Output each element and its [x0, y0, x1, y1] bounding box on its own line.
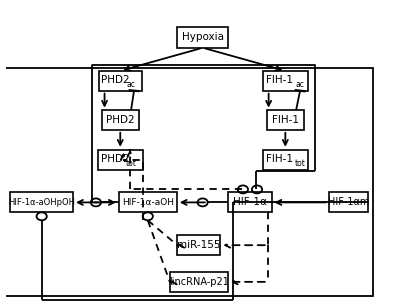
Bar	[98, 150, 143, 169]
Text: tot: tot	[126, 159, 137, 168]
Text: HIF-1α: HIF-1α	[233, 197, 267, 208]
Bar	[267, 110, 304, 130]
Bar	[102, 110, 139, 130]
Bar	[10, 192, 73, 212]
Text: tot: tot	[295, 159, 306, 168]
Text: PHD2: PHD2	[101, 75, 130, 85]
Bar	[228, 192, 272, 212]
Bar	[177, 27, 228, 48]
Bar	[263, 150, 308, 169]
Text: HIF-1αm: HIF-1αm	[328, 197, 369, 208]
Text: FIH-1: FIH-1	[266, 154, 293, 164]
Text: miR-155: miR-155	[177, 240, 221, 250]
Bar	[2, 68, 372, 296]
Text: PHD2: PHD2	[101, 154, 130, 164]
Text: Hypoxia: Hypoxia	[182, 32, 224, 42]
Bar	[119, 192, 177, 212]
Text: FIH-1: FIH-1	[266, 75, 293, 85]
Bar	[177, 235, 220, 255]
Bar	[328, 192, 368, 212]
Bar	[170, 272, 228, 292]
Text: PHD2: PHD2	[106, 115, 134, 125]
Bar	[99, 71, 142, 91]
Text: ac: ac	[296, 80, 305, 89]
Text: HIF-1α-aOHpOH: HIF-1α-aOHpOH	[8, 198, 75, 207]
Text: HIF-1α-aOH: HIF-1α-aOH	[122, 198, 174, 207]
Bar	[263, 71, 308, 91]
Text: FIH-1: FIH-1	[272, 115, 299, 125]
Text: ac: ac	[127, 80, 136, 89]
Text: lincRNA-p21: lincRNA-p21	[169, 277, 229, 287]
